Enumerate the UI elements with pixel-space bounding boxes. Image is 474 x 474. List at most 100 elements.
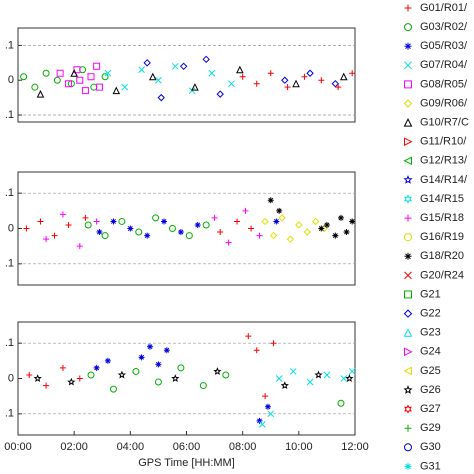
data-point [33, 374, 42, 382]
data-point [216, 90, 224, 98]
data-point [84, 221, 92, 229]
legend-label: G14/R15 [420, 193, 464, 205]
data-point [323, 371, 331, 379]
x-tick-label: 12:00 [341, 441, 369, 453]
data-point [222, 371, 230, 379]
data-point [314, 370, 323, 379]
data-point [109, 385, 117, 393]
x-tick-label: 08:00 [229, 441, 257, 453]
data-point [253, 347, 260, 354]
data-point [96, 229, 103, 236]
legend-label: G12/R13/ [420, 155, 468, 167]
data-point [42, 69, 50, 77]
data-point [337, 214, 344, 221]
y-tick-label: 0 [8, 74, 14, 86]
data-point [253, 80, 260, 87]
legend-label: G27 [420, 403, 441, 415]
data-point [65, 80, 73, 88]
data-point [335, 84, 342, 91]
data-point [87, 371, 95, 379]
data-point [51, 232, 58, 239]
legend-marker [403, 117, 413, 127]
data-point [152, 214, 160, 222]
legend-label: G18/R20 [420, 250, 464, 262]
data-point [217, 229, 224, 236]
data-point [331, 79, 340, 88]
data-point [228, 80, 235, 88]
legend-label: G29 [420, 422, 441, 434]
data-point [332, 232, 339, 239]
data-point [267, 70, 274, 77]
legend-label: G03/R02/ [420, 21, 468, 33]
data-point [36, 90, 45, 98]
data-point [82, 214, 89, 221]
legend-marker [403, 385, 413, 394]
y-tick-label: .1 [5, 258, 14, 270]
data-point [248, 225, 255, 232]
legend-marker [404, 252, 412, 260]
data-point [179, 62, 188, 71]
legend-label: G16/R19 [420, 231, 464, 243]
data-point [138, 66, 145, 74]
data-point [269, 231, 278, 240]
data-point [26, 371, 33, 378]
data-point [278, 214, 286, 222]
data-point [53, 76, 61, 84]
y-tick-label: 0 [8, 222, 14, 234]
data-point [171, 62, 179, 70]
y-tick-label: .1 [5, 39, 14, 51]
legend-label: G21 [420, 288, 441, 300]
data-point [261, 217, 269, 226]
legend-label: G30 [420, 441, 441, 453]
data-point [306, 69, 314, 77]
legend-marker [404, 404, 412, 414]
legend-label: G09/R06/ [420, 97, 468, 109]
data-point [267, 197, 274, 204]
data-point [154, 378, 162, 386]
data-point [349, 70, 356, 77]
legend-marker [404, 137, 413, 147]
data-point [292, 79, 300, 88]
data-point [59, 211, 66, 218]
data-point [135, 228, 143, 236]
data-point [37, 218, 44, 225]
data-point [163, 347, 170, 354]
data-point [90, 83, 98, 91]
data-point [280, 381, 289, 390]
data-point [177, 229, 184, 236]
legend-label: G01/R01/ [420, 2, 468, 14]
data-point [234, 218, 241, 225]
legend-marker [403, 175, 413, 184]
y-tick-label: .1 [5, 187, 14, 199]
data-point [318, 77, 325, 84]
data-point [104, 357, 111, 364]
x-tick-label: 04:00 [117, 441, 145, 453]
data-point [93, 218, 100, 225]
data-point [110, 218, 117, 225]
data-point [194, 221, 201, 228]
legend-marker [404, 462, 412, 470]
data-point [93, 364, 100, 371]
legend-marker [404, 347, 413, 357]
data-point [270, 340, 277, 347]
data-point [112, 86, 121, 95]
x-tick-label: 06:00 [173, 441, 201, 453]
data-point [81, 87, 89, 95]
data-point [273, 218, 280, 225]
data-point [70, 69, 78, 77]
data-point [43, 236, 50, 243]
legend-marker [404, 424, 412, 432]
legend-label: G08/R05/ [420, 78, 468, 90]
legend-label: G05/R03/ [420, 40, 468, 52]
data-point [101, 232, 109, 239]
data-point [264, 403, 271, 410]
legend-marker [404, 271, 412, 280]
data-point [146, 343, 153, 350]
data-point [155, 361, 162, 368]
legend-label: G14/R14/ [420, 174, 468, 186]
data-point [295, 221, 303, 229]
data-point [144, 232, 151, 239]
data-point [168, 225, 176, 232]
data-point [65, 221, 72, 228]
